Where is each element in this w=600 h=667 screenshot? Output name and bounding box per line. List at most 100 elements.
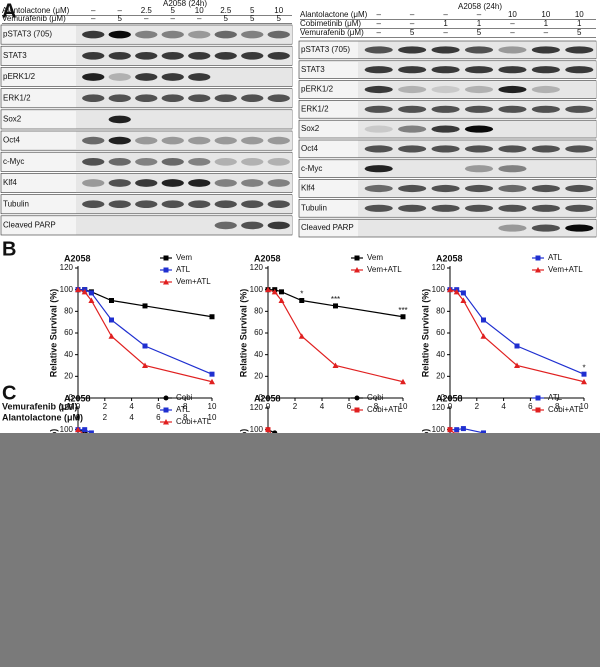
treatment-label: Alantolactone (μM)	[300, 10, 368, 19]
treatment-value: 5	[577, 28, 582, 37]
y-tick-label: 0	[69, 393, 74, 402]
marker	[109, 298, 114, 303]
x-tick-label: 10	[580, 402, 589, 411]
blot-band	[531, 204, 560, 212]
blot-band	[188, 179, 211, 187]
blot-band	[135, 94, 158, 103]
marker	[354, 255, 360, 261]
y-tick-label: 60	[254, 328, 263, 337]
treatment-value: 5	[250, 6, 255, 15]
legend-label: Cobi	[176, 393, 193, 402]
blot-band	[398, 145, 427, 153]
blot-membrane	[76, 131, 292, 150]
blot-band	[464, 145, 494, 153]
blot-band	[364, 145, 393, 153]
y-tick-label: 0	[259, 393, 264, 402]
treatment-value: 10	[195, 6, 204, 15]
marker	[460, 297, 467, 303]
blot-band	[267, 179, 290, 187]
blot-membrane	[358, 219, 596, 237]
blot-band	[431, 105, 460, 113]
marker	[481, 317, 486, 323]
x-tick-label: 6	[347, 402, 352, 411]
blot-band	[364, 125, 393, 133]
x-tick-label: 4	[320, 402, 325, 411]
blot-band	[464, 105, 494, 113]
treatment-value: 1	[577, 19, 582, 28]
blot-label: STAT3	[3, 51, 27, 60]
blot-band	[431, 85, 460, 94]
blot-band	[498, 66, 527, 74]
y-axis-label: Relative Survival (%)	[238, 289, 248, 378]
blot-membrane	[76, 110, 292, 129]
treatment-value: –	[376, 19, 381, 28]
blot-label: pSTAT3 (705)	[301, 45, 350, 54]
y-tick-label: 100	[250, 425, 264, 434]
y-tick-label: 100	[250, 285, 264, 294]
marker	[278, 297, 285, 303]
marker	[163, 419, 169, 425]
x-tick-label: 10	[208, 402, 217, 411]
y-tick-label: 20	[64, 371, 73, 380]
blot-band	[241, 200, 264, 209]
x-tick-label: 4	[129, 402, 134, 411]
blot-membrane	[76, 152, 292, 171]
blot-band	[464, 165, 494, 173]
blot-band	[364, 46, 393, 54]
blot-band	[214, 200, 237, 209]
marker	[535, 395, 541, 401]
marker	[265, 286, 271, 293]
blot-band	[267, 221, 290, 230]
marker	[209, 378, 215, 385]
chart-title: A2058	[436, 253, 463, 263]
treatment-label: Cobimetinib (μM)	[300, 19, 361, 28]
treatment-value: 10	[541, 10, 550, 19]
blot-band	[241, 30, 264, 39]
blot-band	[161, 179, 184, 187]
blot-band	[241, 136, 264, 145]
blot-band	[135, 51, 158, 60]
annotation: ***	[398, 306, 407, 315]
chart-title: A2058	[64, 253, 91, 263]
blot-band	[267, 157, 290, 166]
blot-band	[108, 73, 131, 81]
x-tick-label: 8	[183, 413, 188, 422]
x-tick-label: 8	[183, 402, 188, 411]
annotation: ***	[331, 295, 340, 304]
x-tick-label: 2	[475, 402, 480, 411]
blot-band	[214, 30, 237, 39]
marker	[279, 289, 284, 295]
blot-band	[214, 94, 237, 103]
blot-band	[188, 51, 211, 60]
treatment-value: –	[376, 10, 381, 19]
y-tick-label: 100	[432, 285, 446, 294]
marker	[354, 267, 360, 273]
blot-band	[161, 157, 184, 166]
treatment-value: –	[118, 6, 123, 15]
blot-band	[82, 200, 105, 209]
x-label-row: Vemurafenib (μM)	[2, 401, 78, 411]
blot-band	[188, 200, 211, 209]
blot-label: STAT3	[301, 65, 325, 74]
blot-band	[82, 157, 105, 166]
blot-band	[161, 94, 184, 103]
x-tick-label: 2	[103, 402, 108, 411]
blot-band	[498, 85, 527, 94]
legend-label: Cobi+ATL	[367, 405, 403, 414]
blot-band	[464, 125, 494, 133]
blot-band	[565, 145, 594, 153]
blot-label: Cleaved PARP	[301, 223, 354, 232]
blot-band	[82, 51, 105, 60]
y-tick-label: 120	[432, 263, 446, 272]
marker	[163, 255, 169, 261]
x-tick-label: 6	[156, 402, 161, 411]
marker	[454, 427, 460, 433]
blot-label: Sox2	[301, 124, 320, 133]
blot-band	[565, 224, 594, 232]
blot-band	[498, 105, 527, 113]
marker	[108, 333, 115, 339]
treatment-value: 1	[477, 19, 482, 28]
blot-band	[531, 105, 560, 113]
marker	[88, 430, 94, 436]
blot-band	[531, 46, 560, 54]
